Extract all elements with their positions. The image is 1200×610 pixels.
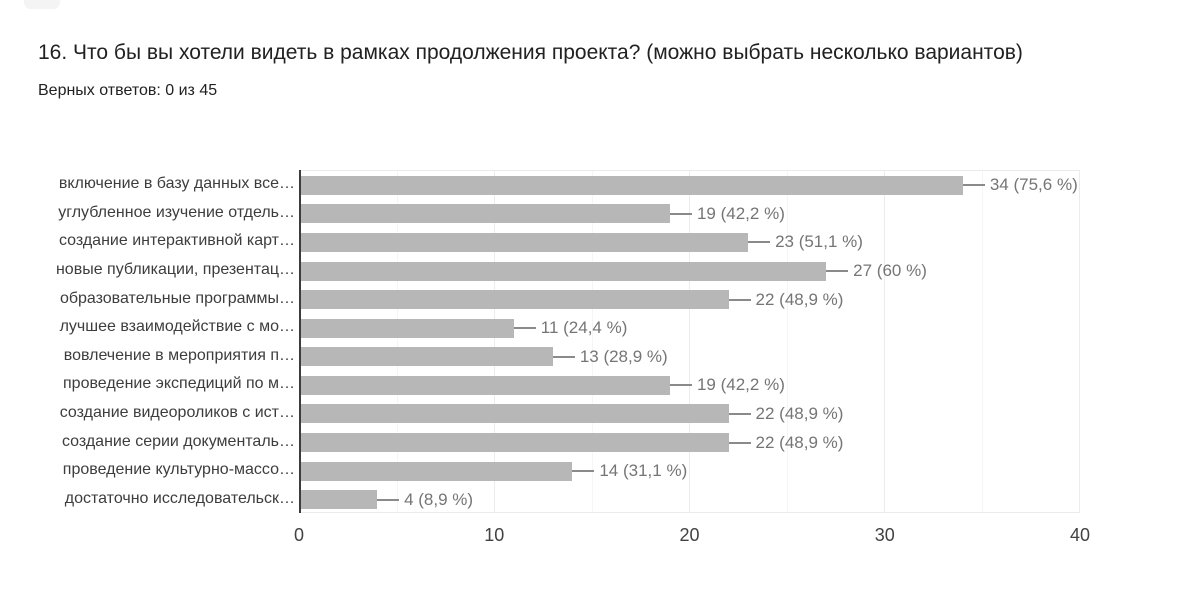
x-axis: 0 10 20 30 40: [294, 513, 1090, 553]
category-label: вовлечение в мероприятия п…: [63, 346, 295, 364]
value-label: 22 (48,9 %): [755, 289, 844, 309]
category-label: создание видеороликов с ист…: [59, 403, 295, 421]
value-callout: 22 (48,9 %): [728, 432, 844, 452]
bar-row: 22 (48,9 %): [299, 289, 1079, 310]
value-callout: 23 (51,1 %): [748, 232, 863, 252]
value-callout: 22 (48,9 %): [728, 289, 844, 309]
major-gridline: [494, 171, 495, 512]
leader-line: [513, 327, 536, 330]
bar: [299, 433, 729, 453]
value-callout: 11 (24,4 %): [513, 318, 628, 338]
value-label: 19 (42,2 %): [696, 203, 785, 223]
category-label: лучшее взаимодействие с мо…: [59, 318, 295, 336]
value-label: 4 (8,9 %): [404, 489, 474, 509]
leader-line: [552, 355, 575, 358]
minor-gridline: [786, 171, 788, 512]
leader-line: [748, 241, 771, 244]
value-label: 13 (28,9 %): [579, 346, 668, 366]
value-callout: 19 (42,2 %): [669, 203, 785, 223]
x-tick-label: 40: [1069, 525, 1091, 545]
cropped-ui-artifact: [24, 0, 60, 9]
value-label: 34 (75,6 %): [989, 175, 1078, 195]
bar: [299, 490, 378, 510]
plot-area: 34 (75,6 %) 19 (42,2 %) 23 (51,1 %) 27 (60 …: [299, 170, 1080, 513]
category-label: проведение культурно-массо…: [62, 461, 295, 479]
value-label: 19 (42,2 %): [696, 375, 785, 395]
major-gridline: [689, 171, 690, 512]
bar-row: 34 (75,6 %): [299, 175, 1079, 195]
correct-answers-summary: Верных ответов: 0 из 45: [38, 82, 218, 99]
bar-row: 14 (31,1 %): [299, 461, 1079, 481]
bar: [299, 318, 514, 338]
value-label: 27 (60 %): [853, 261, 927, 281]
value-callout: 22 (48,9 %): [728, 403, 844, 423]
results-page: 16. Что бы вы хотели видеть в рамках про…: [0, 0, 1200, 100]
category-label: углубленное изучение отдель…: [58, 203, 295, 221]
y-axis-baseline: [299, 170, 301, 513]
leader-line: [669, 384, 692, 387]
minor-gridline: [396, 171, 398, 512]
category-labels-column: включение в базу данных все… углубленное …: [4, 170, 295, 513]
bar-row: 23 (51,1 %): [299, 232, 1079, 252]
bar-row: 22 (48,9 %): [299, 403, 1079, 424]
category-label: создание серии документаль…: [61, 432, 295, 450]
leader-line: [728, 412, 751, 415]
value-label: 22 (48,9 %): [755, 403, 844, 423]
value-callout: 27 (60 %): [826, 261, 927, 281]
category-label: образовательные программы…: [59, 289, 295, 307]
category-label: создание интерактивной карт…: [58, 232, 295, 250]
bar-row: 22 (48,9 %): [299, 432, 1079, 453]
value-label: 22 (48,9 %): [755, 432, 844, 452]
major-gridline: [884, 171, 885, 512]
value-callout: 34 (75,6 %): [962, 175, 1078, 195]
category-label: достаточно исследовательск…: [64, 489, 295, 507]
value-label: 11 (24,4 %): [540, 318, 628, 338]
value-label: 23 (51,1 %): [775, 232, 863, 252]
x-tick-label: 0: [293, 525, 305, 545]
value-callout: 14 (31,1 %): [572, 461, 688, 481]
bar: [299, 461, 573, 481]
bar-row: 27 (60 %): [299, 261, 1079, 281]
leader-line: [826, 270, 849, 273]
leader-line: [728, 441, 751, 444]
bar-row: 11 (24,4 %): [299, 318, 1079, 338]
bar: [299, 375, 670, 395]
leader-line: [669, 212, 692, 215]
category-label: включение в базу данных все…: [58, 175, 295, 193]
question-title: 16. Что бы вы хотели видеть в рамках про…: [38, 41, 1023, 64]
bar: [299, 204, 670, 224]
value-label: 14 (31,1 %): [599, 461, 688, 481]
major-gridline: [1079, 171, 1080, 512]
category-label: новые публикации, презентац…: [55, 261, 295, 279]
value-callout: 19 (42,2 %): [669, 375, 785, 395]
bar: [299, 404, 729, 424]
minor-gridline: [981, 171, 983, 512]
bar: [299, 232, 749, 252]
leader-line: [728, 298, 751, 301]
bar-row: 19 (42,2 %): [299, 375, 1079, 395]
minor-gridline: [591, 171, 593, 512]
x-tick-label: 30: [874, 525, 895, 545]
bar: [299, 261, 827, 281]
bar: [299, 347, 553, 367]
x-tick-label: 10: [484, 525, 505, 545]
value-callout: 13 (28,9 %): [552, 346, 668, 366]
bar-row: 4 (8,9 %): [299, 490, 1079, 510]
bar-chart: включение в базу данных все… углубленное …: [4, 170, 1164, 545]
bar: [299, 175, 963, 195]
x-tick-label: 20: [679, 525, 700, 545]
leader-line: [377, 498, 400, 501]
bar-row: 19 (42,2 %): [299, 203, 1079, 224]
bar-row: 13 (28,9 %): [299, 346, 1079, 367]
value-callout: 4 (8,9 %): [377, 490, 473, 509]
leader-line: [572, 470, 595, 473]
category-label: проведение экспедиций по м…: [63, 375, 295, 393]
leader-line: [962, 184, 985, 187]
bar: [299, 290, 729, 310]
